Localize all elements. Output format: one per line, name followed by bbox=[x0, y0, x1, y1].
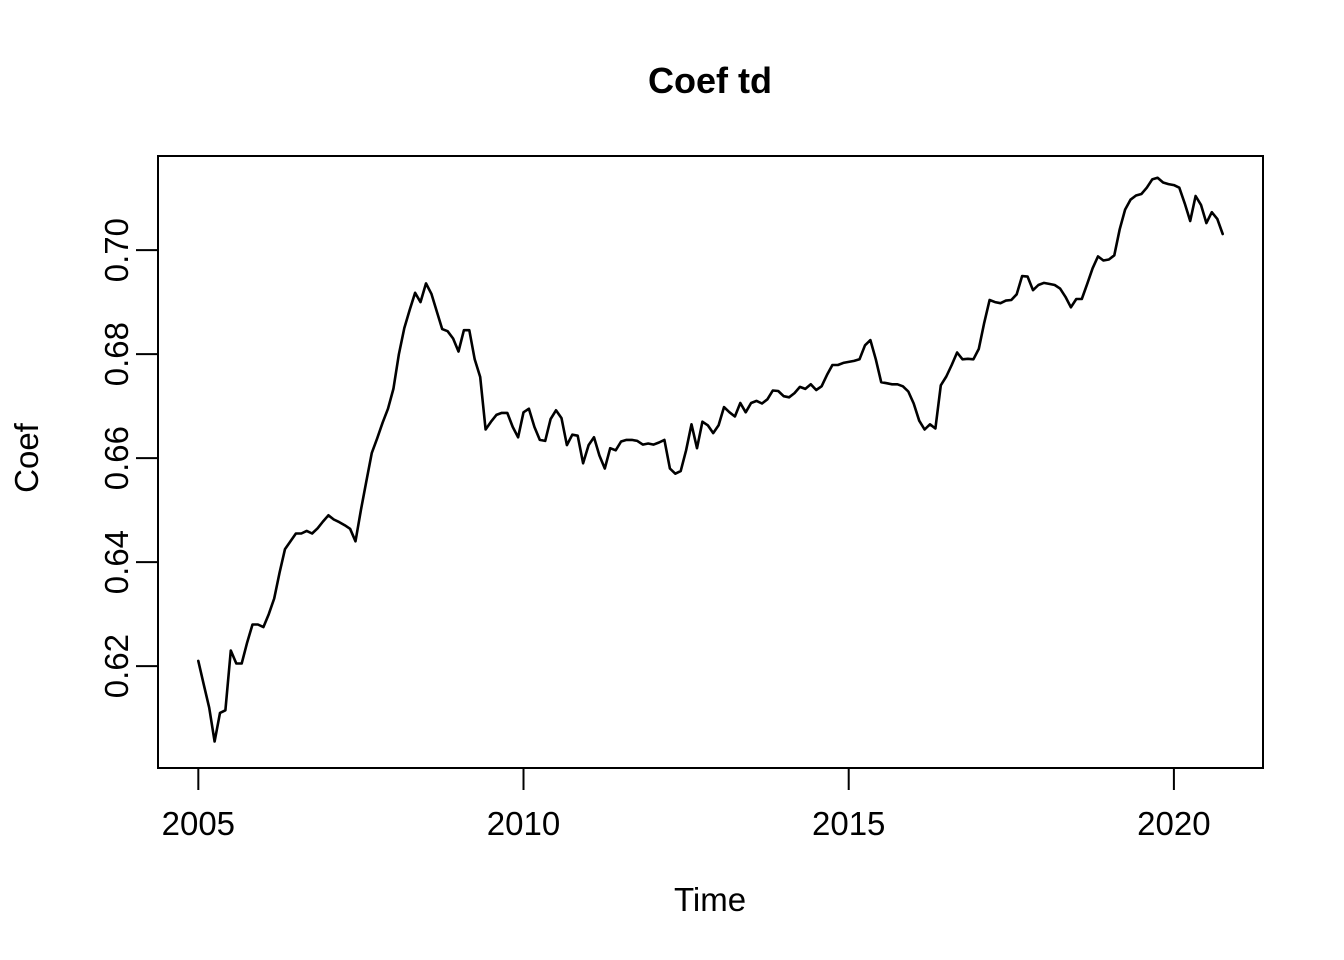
y-axis-tick-label: 0.68 bbox=[98, 322, 135, 386]
data-series bbox=[197, 176, 1224, 743]
y-axis-ticks: 0.62 0.64 0.66 0.68 0.70 bbox=[98, 218, 158, 698]
x-axis-label: Time bbox=[674, 881, 746, 918]
y-axis-tick-label: 0.66 bbox=[98, 426, 135, 490]
x-axis-tick-label: 2015 bbox=[812, 805, 885, 842]
x-axis-ticks: 2005 2010 2015 2020 bbox=[162, 768, 1211, 842]
y-axis-label: Coef bbox=[8, 422, 45, 493]
y-axis-tick-label: 0.64 bbox=[98, 530, 135, 594]
x-axis-tick-label: 2010 bbox=[487, 805, 560, 842]
plot-box bbox=[157, 155, 1264, 769]
x-axis-tick-label: 2005 bbox=[162, 805, 235, 842]
y-axis-tick-label: 0.70 bbox=[98, 218, 135, 282]
y-axis-tick-label: 0.62 bbox=[98, 634, 135, 698]
x-axis-tick-label: 2020 bbox=[1137, 805, 1210, 842]
data-line bbox=[197, 176, 1224, 743]
chart-title: Coef td bbox=[648, 60, 772, 101]
